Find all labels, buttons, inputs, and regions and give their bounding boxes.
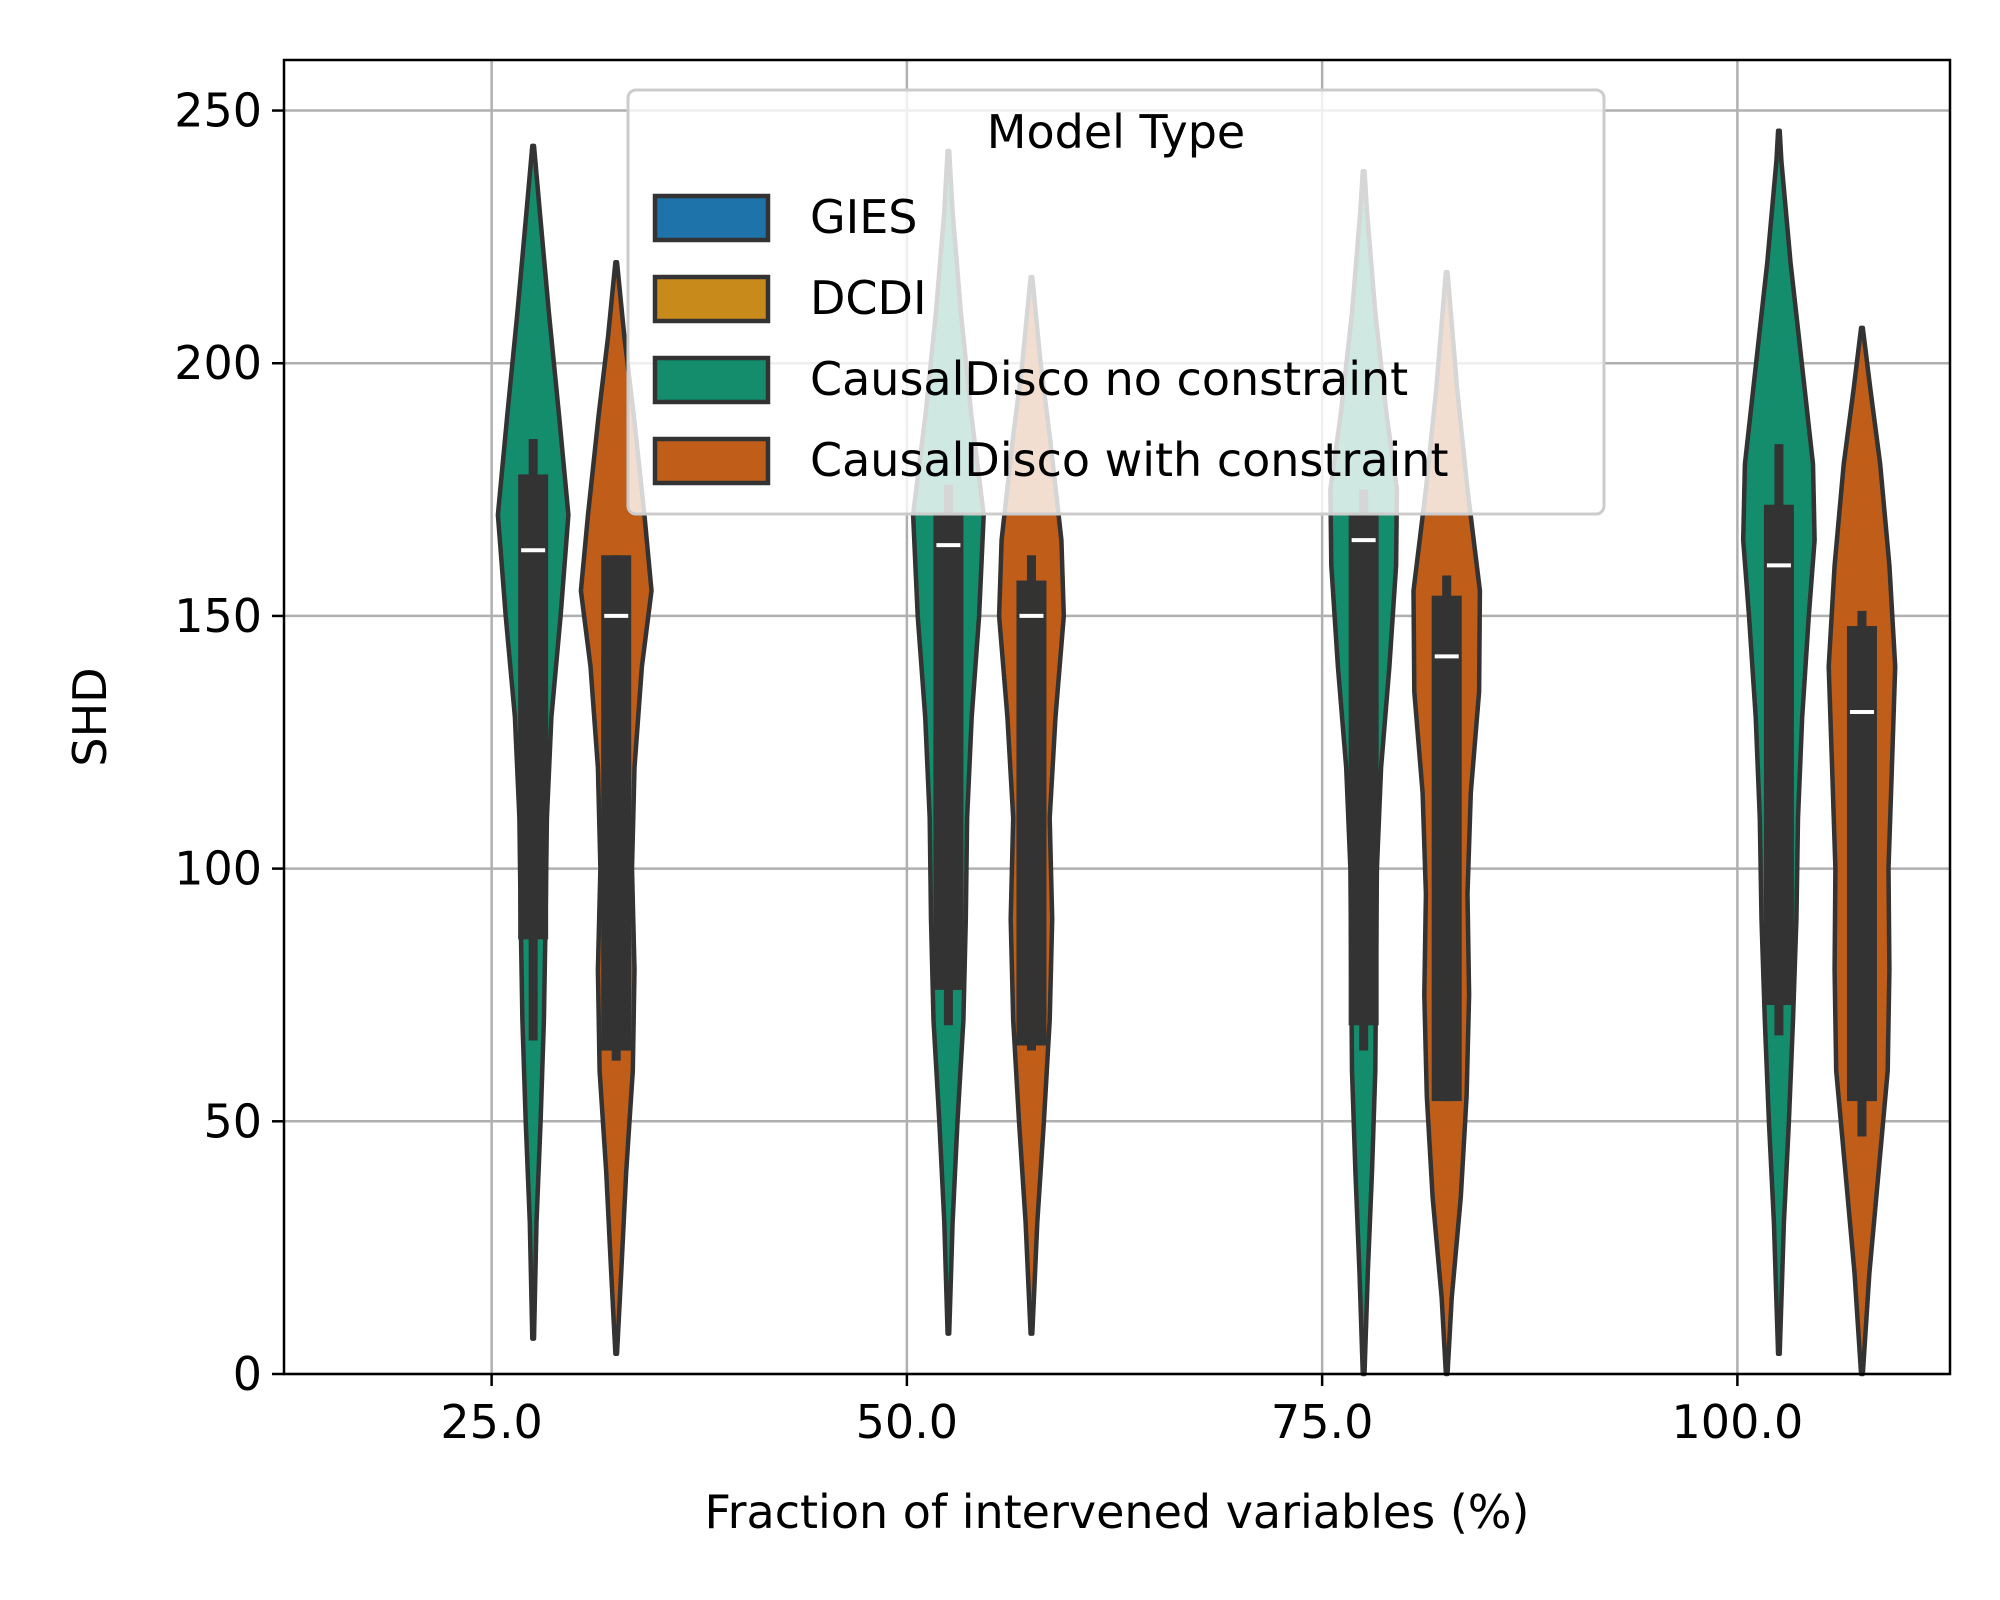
violin-iqr-box [518,474,549,940]
y-tick-label: 150 [174,589,262,643]
plot-frame [282,58,1952,1376]
y-tick-label: 200 [174,336,262,390]
y-tick-label: 0 [233,1347,262,1401]
violin-iqr-box [1763,504,1794,1006]
legend-label: GIES [810,190,917,244]
y-tick-label: 100 [174,842,262,896]
legend-swatch [652,355,771,405]
ticks: 0 50 100 150 200 250 25.0 50.0 75.0 100.0 [174,84,1803,1449]
legend-label: CausalDisco no constraint [810,352,1408,406]
violin-iqr-box [1348,514,1379,1026]
x-axis-label: Fraction of intervened variables (%) [705,1485,1530,1539]
violin-iqr-box [1846,626,1877,1102]
legend-swatch [652,274,771,324]
x-tick-label: 75.0 [1271,1395,1373,1449]
violin-iqr-box [601,555,632,1051]
legend-title: Model Type [987,105,1245,159]
legend-label: DCDI [810,271,927,325]
y-tick-label: 250 [174,84,262,138]
x-tick-label: 100.0 [1672,1395,1804,1449]
violin-iqr-box [933,514,964,990]
x-tick-label: 25.0 [440,1395,542,1449]
y-axis-label: SHD [63,667,117,766]
y-tick-label: 50 [203,1094,262,1148]
legend-entries: GIES DCDI CausalDisco no constraint CausalD… [652,190,1449,487]
legend-swatch [652,193,771,243]
legend-label: CausalDisco with constraint [810,433,1449,487]
legend-frame [626,88,1606,516]
violin-iqr-box [1016,580,1047,1046]
x-tick-label: 50.0 [856,1395,958,1449]
violin-iqr-box [1431,595,1462,1102]
legend-swatch [652,436,771,486]
legend: Model Type GIES DCDI CausalDisco no constr… [626,88,1606,516]
axes [282,58,1952,1376]
